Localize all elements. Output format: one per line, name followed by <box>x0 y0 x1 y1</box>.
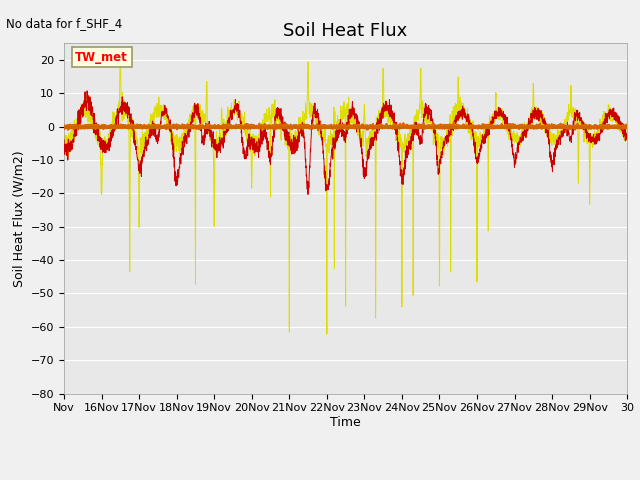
Legend: SHF_1, SHF_2, SHF_3: SHF_1, SHF_2, SHF_3 <box>194 476 497 480</box>
Title: Soil Heat Flux: Soil Heat Flux <box>284 22 408 40</box>
X-axis label: Time: Time <box>330 416 361 429</box>
Y-axis label: Soil Heat Flux (W/m2): Soil Heat Flux (W/m2) <box>12 150 25 287</box>
Text: TW_met: TW_met <box>76 51 128 64</box>
Text: No data for f_SHF_4: No data for f_SHF_4 <box>6 17 123 30</box>
